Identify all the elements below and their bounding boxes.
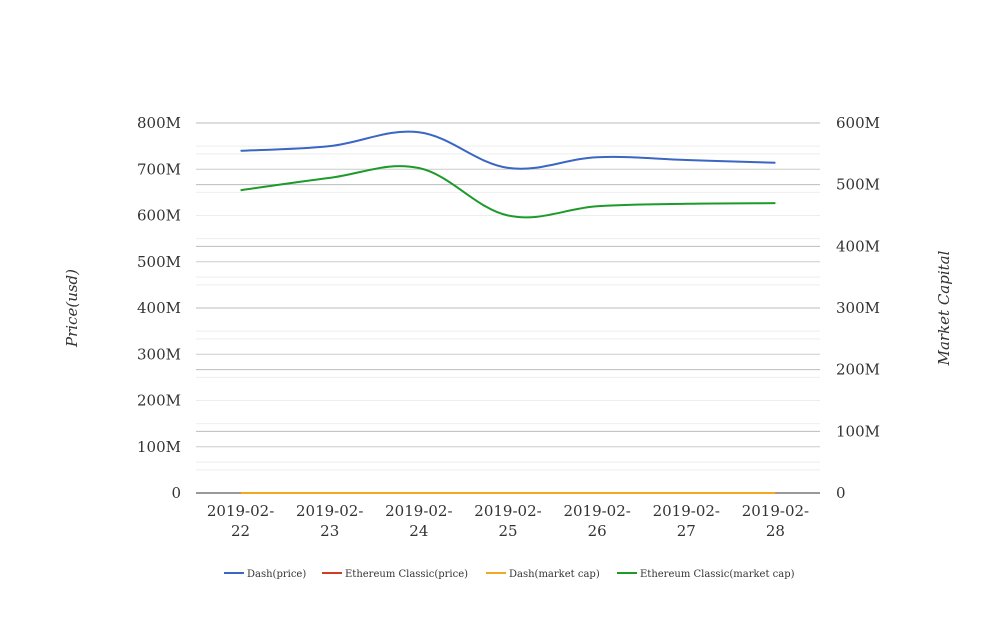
x-tick-label-line: 2019-02- <box>207 502 274 520</box>
x-tick-label-line: 27 <box>677 522 696 540</box>
x-tick-label-line: 2019-02- <box>742 502 809 520</box>
y-right-tick-label: 200M <box>836 361 880 379</box>
series-line-dash-price <box>240 130 776 170</box>
x-tick-label-line: 23 <box>320 522 339 540</box>
series-line-ethereum-classic-market-cap <box>240 165 776 219</box>
y-right-tick-label: 400M <box>836 237 880 255</box>
x-tick-label: 2019-02- 24 <box>385 502 452 540</box>
legend-label: Ethereum Classic(market cap) <box>640 569 795 580</box>
x-tick-label: 2019-02- 25 <box>474 502 541 540</box>
y-left-axis-title: Price(usd) <box>63 269 81 348</box>
y-left-tick-label: 800M <box>137 114 181 132</box>
x-tick-label: 2019-02- 27 <box>653 502 720 540</box>
legend-item[interactable]: Dash(market cap) <box>486 569 600 580</box>
x-tick-label-line: 2019-02- <box>296 502 363 520</box>
x-tick-label-line: 26 <box>588 522 607 540</box>
series-layer <box>240 130 776 495</box>
y-left-tick-label: 500M <box>137 253 181 271</box>
x-tick-label-line: 22 <box>231 522 250 540</box>
legend[interactable]: Dash(price) Ethereum Classic(price) Dash(m… <box>224 569 795 580</box>
legend-item[interactable]: Ethereum Classic(price) <box>322 569 468 580</box>
x-tick-label-line: 2019-02- <box>653 502 720 520</box>
grid-layer <box>196 122 820 494</box>
y-left-tick-label: 700M <box>137 160 181 178</box>
x-tick-label-line: 2019-02- <box>563 502 630 520</box>
legend-label: Dash(price) <box>247 569 306 580</box>
y-left-tick-label: 300M <box>137 345 181 363</box>
x-tick-label-line: 25 <box>498 522 517 540</box>
y-left-tick-label: 400M <box>137 299 181 317</box>
x-tick-label-line: 28 <box>766 522 785 540</box>
y-left-tick-label: 0 <box>171 484 181 502</box>
y-right-axis-title: Market Capital <box>935 250 953 366</box>
y-right-tick-label: 500M <box>836 176 880 194</box>
x-tick-label-line: 2019-02- <box>474 502 541 520</box>
y-right-tick-label: 100M <box>836 422 880 440</box>
legend-item[interactable]: Ethereum Classic(market cap) <box>617 569 795 580</box>
y-left-tick-label: 600M <box>137 207 181 225</box>
legend-label: Dash(market cap) <box>509 569 600 580</box>
x-tick-label-line: 2019-02- <box>385 502 452 520</box>
x-tick-label: 2019-02- 26 <box>563 502 630 540</box>
legend-label: Ethereum Classic(price) <box>345 569 468 580</box>
y-right-tick-label: 600M <box>836 114 880 132</box>
x-tick-label: 2019-02- 22 <box>207 502 274 540</box>
legend-item[interactable]: Dash(price) <box>224 569 306 580</box>
y-right-tick-label: 300M <box>836 299 880 317</box>
axis-layer: 0 100M 200M 300M 400M 500M 600M 700M 800M 0 100M 20… <box>63 114 953 540</box>
y-left-tick-label: 200M <box>137 392 181 410</box>
y-right-tick-label: 0 <box>836 484 846 502</box>
x-tick-label: 2019-02- 23 <box>296 502 363 540</box>
x-tick-label-line: 24 <box>409 522 428 540</box>
y-left-tick-label: 100M <box>137 438 181 456</box>
x-tick-label: 2019-02- 28 <box>742 502 809 540</box>
